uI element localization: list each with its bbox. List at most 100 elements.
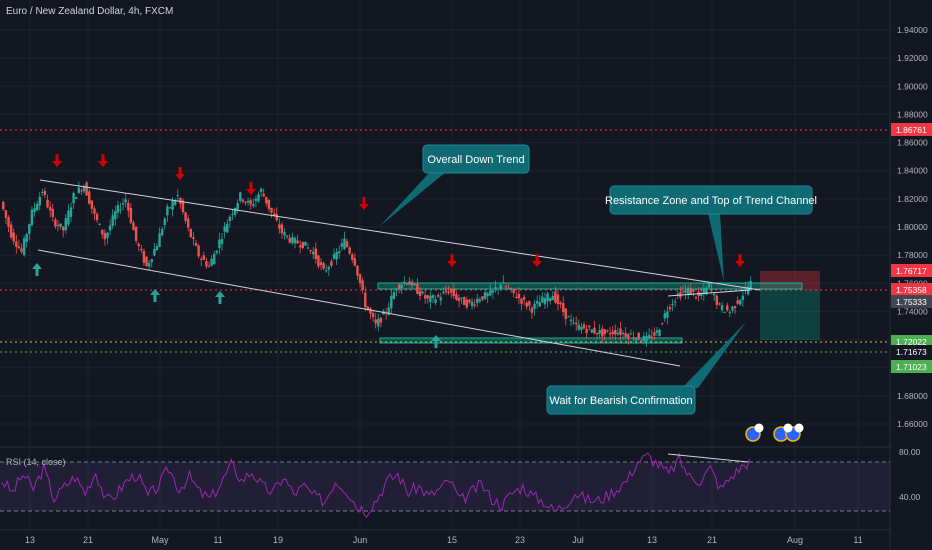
buy-arrow-icon bbox=[150, 289, 160, 302]
candle-body bbox=[69, 207, 73, 217]
time-tick-label: 21 bbox=[83, 535, 93, 545]
candle-body bbox=[283, 232, 286, 236]
candle-body bbox=[634, 338, 638, 341]
candle-body bbox=[673, 301, 677, 303]
candle-body bbox=[80, 190, 83, 192]
candle-body bbox=[496, 288, 500, 290]
candle-body bbox=[653, 332, 656, 336]
candle-body bbox=[606, 330, 609, 332]
candle-body bbox=[361, 280, 364, 291]
candle-body bbox=[150, 259, 153, 263]
candle-body bbox=[4, 210, 8, 218]
buy-arrow-icon bbox=[431, 335, 441, 348]
candle-body bbox=[642, 335, 646, 341]
candle-body bbox=[694, 297, 698, 299]
candle-body bbox=[504, 286, 508, 288]
time-tick-label: 21 bbox=[707, 535, 717, 545]
candle-body bbox=[733, 306, 737, 308]
candle-body bbox=[481, 296, 484, 300]
time-tick-label: 13 bbox=[25, 535, 35, 545]
rsi-line bbox=[1, 452, 750, 518]
sell-arrow-icon bbox=[735, 254, 745, 267]
candle-body bbox=[559, 302, 562, 305]
candle-body bbox=[392, 292, 396, 300]
candle-body bbox=[194, 242, 198, 246]
time-tick-label: Jul bbox=[572, 535, 584, 545]
candle-body bbox=[278, 224, 281, 229]
candle-body bbox=[56, 224, 60, 226]
candle-body bbox=[160, 228, 164, 236]
sell-arrow-icon bbox=[246, 182, 256, 195]
candle-body bbox=[387, 307, 390, 315]
candle-body bbox=[608, 333, 612, 335]
candle-body bbox=[645, 335, 648, 342]
candle-body bbox=[700, 293, 703, 297]
candle-body bbox=[405, 283, 409, 285]
candle-body bbox=[98, 223, 101, 225]
buy-arrow-icon bbox=[32, 263, 42, 276]
candle-body bbox=[9, 224, 13, 238]
candle-body bbox=[327, 267, 331, 270]
candle-body bbox=[325, 270, 328, 272]
candle-body bbox=[153, 249, 156, 256]
candle-body bbox=[257, 194, 260, 202]
candle-body bbox=[554, 291, 557, 303]
candle-body bbox=[304, 241, 307, 246]
candle-body bbox=[580, 326, 583, 330]
candle-body bbox=[416, 283, 419, 294]
candle-body bbox=[28, 224, 31, 234]
candle-body bbox=[418, 291, 422, 297]
candle-body bbox=[522, 297, 526, 300]
candle-body bbox=[88, 191, 91, 204]
callout-pointer-resistance bbox=[708, 213, 724, 282]
candle-body bbox=[637, 332, 640, 340]
candle-body bbox=[213, 253, 216, 265]
candle-body bbox=[567, 316, 570, 318]
candle-body bbox=[710, 289, 713, 291]
price-tag bbox=[891, 335, 932, 348]
candle-body bbox=[288, 237, 291, 243]
candle-body bbox=[460, 297, 463, 299]
candle-body bbox=[533, 303, 536, 309]
candle-body bbox=[41, 191, 44, 193]
candle-body bbox=[463, 297, 466, 306]
candle-body bbox=[317, 255, 320, 267]
time-tick-label: 11 bbox=[853, 535, 862, 545]
candle-body bbox=[585, 329, 588, 334]
candle-body bbox=[658, 329, 661, 337]
channel-top-line bbox=[39, 179, 761, 291]
candle-body bbox=[205, 261, 208, 267]
candle-body bbox=[119, 209, 122, 211]
candle-body bbox=[301, 241, 304, 249]
candle-body bbox=[226, 223, 229, 233]
candle-body bbox=[90, 200, 94, 209]
candle-body bbox=[351, 254, 354, 260]
candle-body bbox=[403, 281, 406, 283]
callout-box-resistance bbox=[609, 185, 813, 215]
candle-body bbox=[358, 274, 362, 284]
candle-body bbox=[48, 207, 52, 211]
candle-body bbox=[7, 217, 10, 227]
candle-body bbox=[564, 308, 568, 319]
candle-body bbox=[275, 213, 278, 221]
candle-body bbox=[95, 213, 99, 221]
candle-body bbox=[621, 332, 625, 334]
callout-text-resistance: Resistance Zone and Top of Trend Channel bbox=[605, 195, 817, 207]
candle-body bbox=[509, 288, 513, 290]
candle-body bbox=[426, 295, 429, 299]
candle-body bbox=[186, 218, 190, 228]
price-tick-label: 1.90000 bbox=[897, 81, 928, 91]
candle-body bbox=[431, 295, 435, 298]
callout-text-down-trend: Overall Down Trend bbox=[427, 154, 524, 166]
candle-body bbox=[244, 201, 247, 203]
candle-body bbox=[455, 294, 458, 300]
candle-body bbox=[233, 208, 237, 215]
candle-body bbox=[434, 299, 437, 303]
candle-body bbox=[215, 250, 219, 253]
candle-body bbox=[262, 193, 265, 197]
price-tag-label: 1.75358 bbox=[896, 285, 927, 295]
candle-body bbox=[207, 265, 211, 267]
candle-body bbox=[197, 245, 200, 257]
candle-body bbox=[577, 324, 581, 330]
candle-body bbox=[410, 281, 414, 286]
